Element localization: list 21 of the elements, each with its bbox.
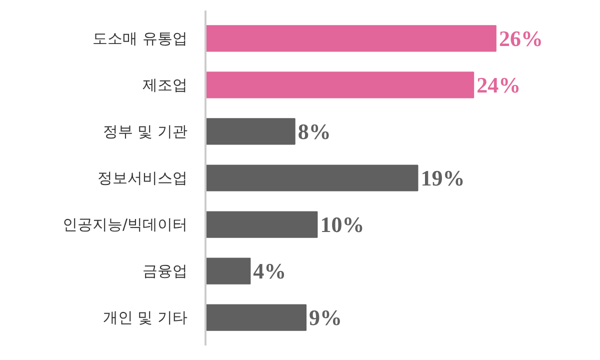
y-tick-label: 제조업	[142, 76, 188, 94]
bar	[206, 25, 496, 52]
y-tick-label: 정부 및 기관	[102, 122, 188, 140]
y-tick-label: 도소매 유통업	[92, 29, 188, 48]
data-label: 26%	[498, 26, 543, 51]
data-label: 9%	[309, 305, 342, 330]
y-tick-label: 인공지능/빅데이터	[62, 216, 188, 234]
data-label: 19%	[420, 166, 465, 190]
bar	[206, 258, 251, 284]
data-label: 4%	[253, 258, 286, 284]
data-label: 8%	[298, 118, 331, 144]
bar	[206, 304, 307, 331]
bar	[206, 118, 296, 145]
y-tick-label: 개인 및 기타	[102, 308, 188, 327]
bar	[206, 211, 318, 238]
y-tick-label: 정보서비스업	[98, 169, 188, 187]
bar	[206, 164, 418, 192]
bar	[206, 72, 474, 98]
data-label: 10%	[320, 212, 364, 238]
y-tick-label: 금융업	[142, 262, 188, 280]
data-label: 24%	[476, 72, 521, 98]
